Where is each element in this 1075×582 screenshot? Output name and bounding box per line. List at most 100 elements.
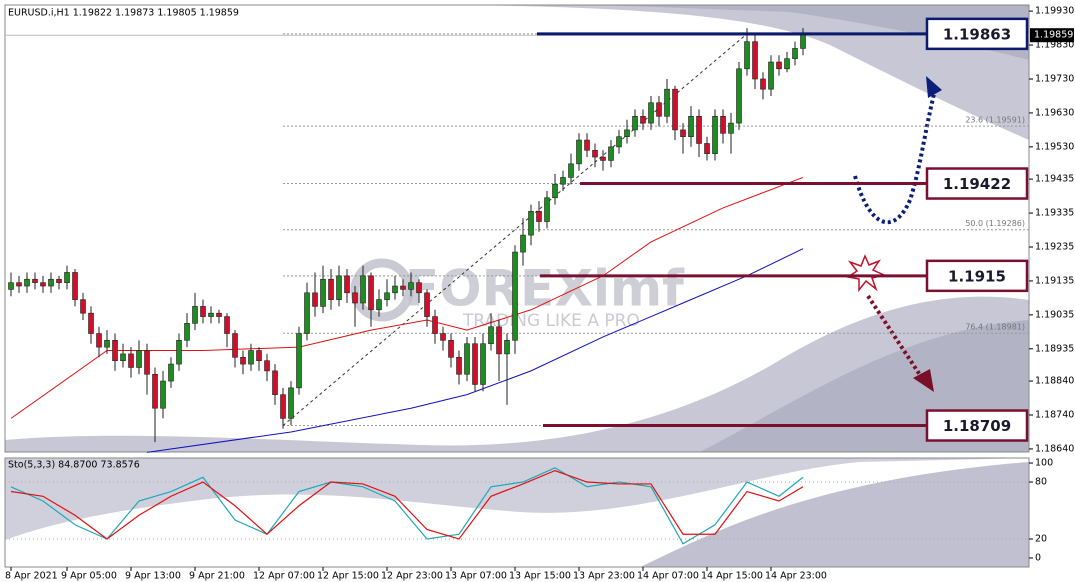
x-tick-label: 14 Apr 23:00 [765, 571, 827, 582]
x-tick-label: 14 Apr 15:00 [701, 571, 763, 582]
candle-body [776, 61, 782, 70]
y-tick-label: 1.19035 [1035, 309, 1074, 320]
candle-body [576, 139, 582, 165]
level-box [925, 167, 1029, 200]
candle-body [32, 278, 38, 283]
stoch-frame [4, 457, 1030, 568]
y-tick-label: 1.19830 [1035, 40, 1074, 51]
candle-body [368, 275, 374, 311]
candle-body [264, 360, 270, 372]
candle-body [656, 102, 662, 117]
candle-body [320, 278, 326, 307]
candle-body [48, 278, 54, 287]
candle-body [728, 122, 734, 134]
x-tick-label: 12 Apr 23:00 [381, 571, 443, 582]
x-tick-label: 12 Apr 15:00 [317, 571, 379, 582]
candle-body [752, 41, 758, 80]
candle-body [440, 333, 446, 341]
candle-body [800, 34, 806, 49]
main-frame [4, 4, 1030, 453]
candle-body [568, 163, 574, 178]
level-label: 1.18709 [943, 417, 1011, 435]
candle-body [216, 312, 222, 317]
x-tick-label: 14 Apr 07:00 [637, 571, 699, 582]
candle-body [56, 278, 62, 283]
candle-body [744, 41, 750, 70]
candle-body [144, 350, 150, 375]
candle-body [432, 316, 438, 334]
y-tick-label: 1.19435 [1035, 174, 1074, 185]
x-tick-label: 13 Apr 15:00 [509, 571, 571, 582]
watermark-slogan: TRADING LIKE A PRO [462, 311, 640, 331]
candle-body [720, 116, 726, 134]
y-tick-label: 1.19335 [1035, 208, 1074, 219]
y-tick-label: 1.19730 [1035, 73, 1074, 84]
candle-body [792, 48, 798, 59]
y-tick-label: 1.19630 [1035, 107, 1074, 118]
candle-body [224, 316, 230, 334]
candle-body [280, 394, 286, 419]
breakout-icon [846, 254, 887, 293]
candle-body [672, 88, 678, 131]
candle-body [496, 326, 502, 355]
candle-body [120, 353, 126, 361]
y-tick-label: 1.18840 [1035, 376, 1074, 387]
candle-body [272, 370, 278, 395]
y-tick-label: 1.19930 [1035, 6, 1074, 17]
candle-body [168, 363, 174, 382]
y-tick-label: 1.18640 [1035, 443, 1074, 454]
stoch-line [10, 469, 804, 540]
candle-body [288, 387, 294, 419]
price-tag [1030, 28, 1074, 43]
stoch-tick-label: 100 [1035, 458, 1053, 469]
x-tick-label: 12 Apr 07:00 [253, 571, 315, 582]
level-box [925, 17, 1029, 51]
y-tick-label: 1.18935 [1035, 343, 1074, 354]
candle-body [712, 116, 718, 154]
candle-body [152, 373, 158, 409]
candle-body [64, 272, 70, 283]
candle-body [176, 340, 182, 365]
stoch-tick-label: 80 [1035, 477, 1047, 488]
candle-body [616, 136, 622, 148]
candle-body [384, 292, 390, 300]
arrow-head [926, 76, 942, 98]
watermark-title: FOREXimf [405, 260, 685, 318]
level-label: 1.19863 [943, 25, 1011, 43]
moving-average [146, 248, 804, 453]
stoch-tick-label: 0 [1035, 552, 1041, 563]
candle-body [464, 343, 470, 375]
shade-band [640, 462, 1029, 567]
moving-average [10, 176, 804, 419]
fib-label: 76.4 (1.18981) [965, 323, 1025, 332]
candle-body [624, 129, 630, 137]
header: EURUSD.i,H1 1.19822 1.19873 1.19805 1.19… [8, 8, 239, 19]
candle-body [736, 68, 742, 124]
candle-body [632, 116, 638, 131]
candle-body [192, 306, 198, 324]
candle-body [248, 350, 254, 365]
candle-body [608, 146, 614, 161]
candle-body [592, 149, 598, 158]
candle-body [600, 156, 606, 161]
shade-band [5, 458, 1029, 540]
forecast-arrow-down [866, 294, 922, 377]
level-box [925, 409, 1029, 442]
candle-body [560, 177, 566, 185]
x-tick-label: 13 Apr 07:00 [445, 571, 507, 582]
candle-body [456, 357, 462, 375]
candle-body [344, 275, 350, 294]
candle-body [392, 285, 398, 294]
y-tick-label: 1.19235 [1035, 241, 1074, 252]
candle-body [416, 282, 422, 294]
candle-body [528, 211, 534, 236]
level-box [925, 259, 1029, 293]
candle-body [680, 129, 686, 137]
x-tick-label: 8 Apr 2021 [5, 571, 58, 582]
candle-body [376, 299, 382, 311]
candle-body [240, 357, 246, 365]
candle-body [304, 292, 310, 334]
y-tick-label: 1.19530 [1035, 141, 1074, 152]
